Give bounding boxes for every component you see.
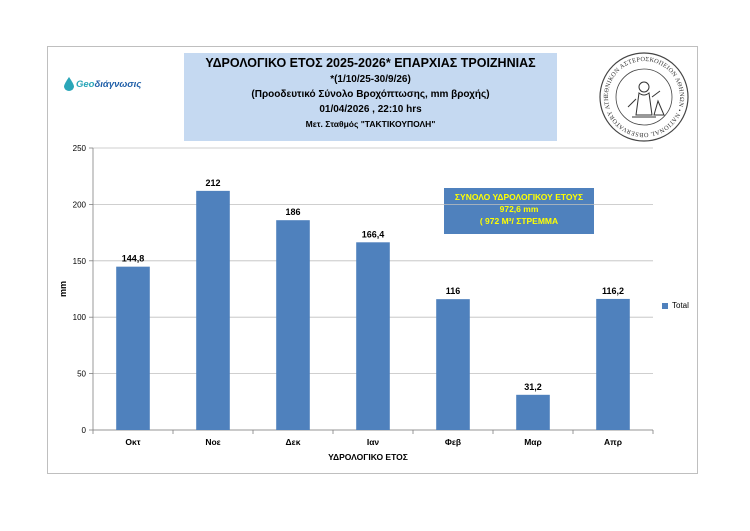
chart-subtitle: (Προοδευτικό Σύνολο Βροχόπτωσης, mm βροχ… [251, 89, 490, 100]
data-label: 166,4 [362, 229, 385, 239]
bar [276, 220, 310, 430]
x-tick-label: Δεκ [286, 437, 301, 447]
observatory-seal-logo: ΕΘΝΙΚΟΝ ΑΣΤΕΡΟΣΚΟΠΕΙΟΝ ΑΘΗΝΩΝ • NATIONAL… [598, 51, 689, 142]
bar [516, 394, 550, 430]
bar [196, 190, 230, 430]
y-tick-label: 150 [73, 257, 87, 266]
y-tick-label: 100 [73, 313, 87, 322]
x-tick-label: Νοε [205, 437, 220, 447]
x-tick-label: Μαρ [524, 437, 542, 447]
chart-period: *(1/10/25-30/9/26) [330, 74, 411, 85]
legend-label-total: Total [672, 301, 689, 310]
legend: Total [662, 301, 689, 310]
bar [356, 242, 390, 430]
x-tick-label: Οκτ [125, 437, 140, 447]
y-tick-label: 250 [73, 144, 87, 153]
data-label: 116 [446, 286, 461, 296]
chart-title: ΥΔΡΟΛΟΓΙΚΟ ΕΤΟΣ 2025-2026* ΕΠΑΡΧΙΑΣ ΤΡΟΙ… [205, 56, 536, 70]
y-axis-label: mm [58, 281, 68, 297]
season-total-label: ΣΥΝΟΛΟ ΥΔΡΟΛΟΓΙΚΟΥ ΕΤΟΥΣ [454, 192, 584, 202]
y-tick-label: 50 [77, 370, 86, 379]
bar [116, 266, 150, 430]
data-label: 116,2 [602, 286, 624, 296]
title-box: ΥΔΡΟΛΟΓΙΚΟ ΕΤΟΣ 2025-2026* ΕΠΑΡΧΙΑΣ ΤΡΟΙ… [184, 53, 557, 141]
x-tick-label: Φεβ [445, 437, 461, 447]
legend-swatch [662, 302, 668, 309]
station-name: Μετ. Σταθμός "ΤΑΚΤΙΚΟΥΠΟΛΗ" [305, 119, 436, 129]
x-tick-label: Ιαν [367, 437, 380, 447]
bar [596, 298, 630, 430]
brand-prefix: Geo [76, 78, 95, 90]
data-label: 212 [205, 178, 220, 188]
x-axis-label: ΥΔΡΟΛΟΓΙΚΟ ΕΤΟΣ [328, 452, 408, 462]
season-total-mm: 972,6 mm [499, 204, 539, 214]
season-total-volume: ( 972 M³/ ΣΤΡΕΜΜΑ [479, 216, 559, 226]
water-drop-icon [64, 77, 74, 91]
data-label: 144,8 [122, 254, 145, 264]
y-tick-label: 200 [73, 200, 87, 209]
chart-timestamp: 01/04/2026 , 22:10 hrs [319, 104, 422, 115]
data-label: 186 [285, 207, 300, 217]
brand-name: Geoδιάγνωσις [76, 79, 141, 90]
bar [436, 299, 470, 430]
data-label: 31,2 [524, 382, 542, 392]
geodiagnosis-logo: Geoδιάγνωσις [64, 77, 141, 91]
brand-rest: διάγνωσις [94, 78, 142, 90]
y-tick-label: 0 [82, 426, 87, 435]
season-total-box: ΣΥΝΟΛΟ ΥΔΡΟΛΟΓΙΚΟΥ ΕΤΟΥΣ 972,6 mm ( 972 … [444, 188, 594, 234]
x-tick-label: Απρ [604, 437, 622, 447]
